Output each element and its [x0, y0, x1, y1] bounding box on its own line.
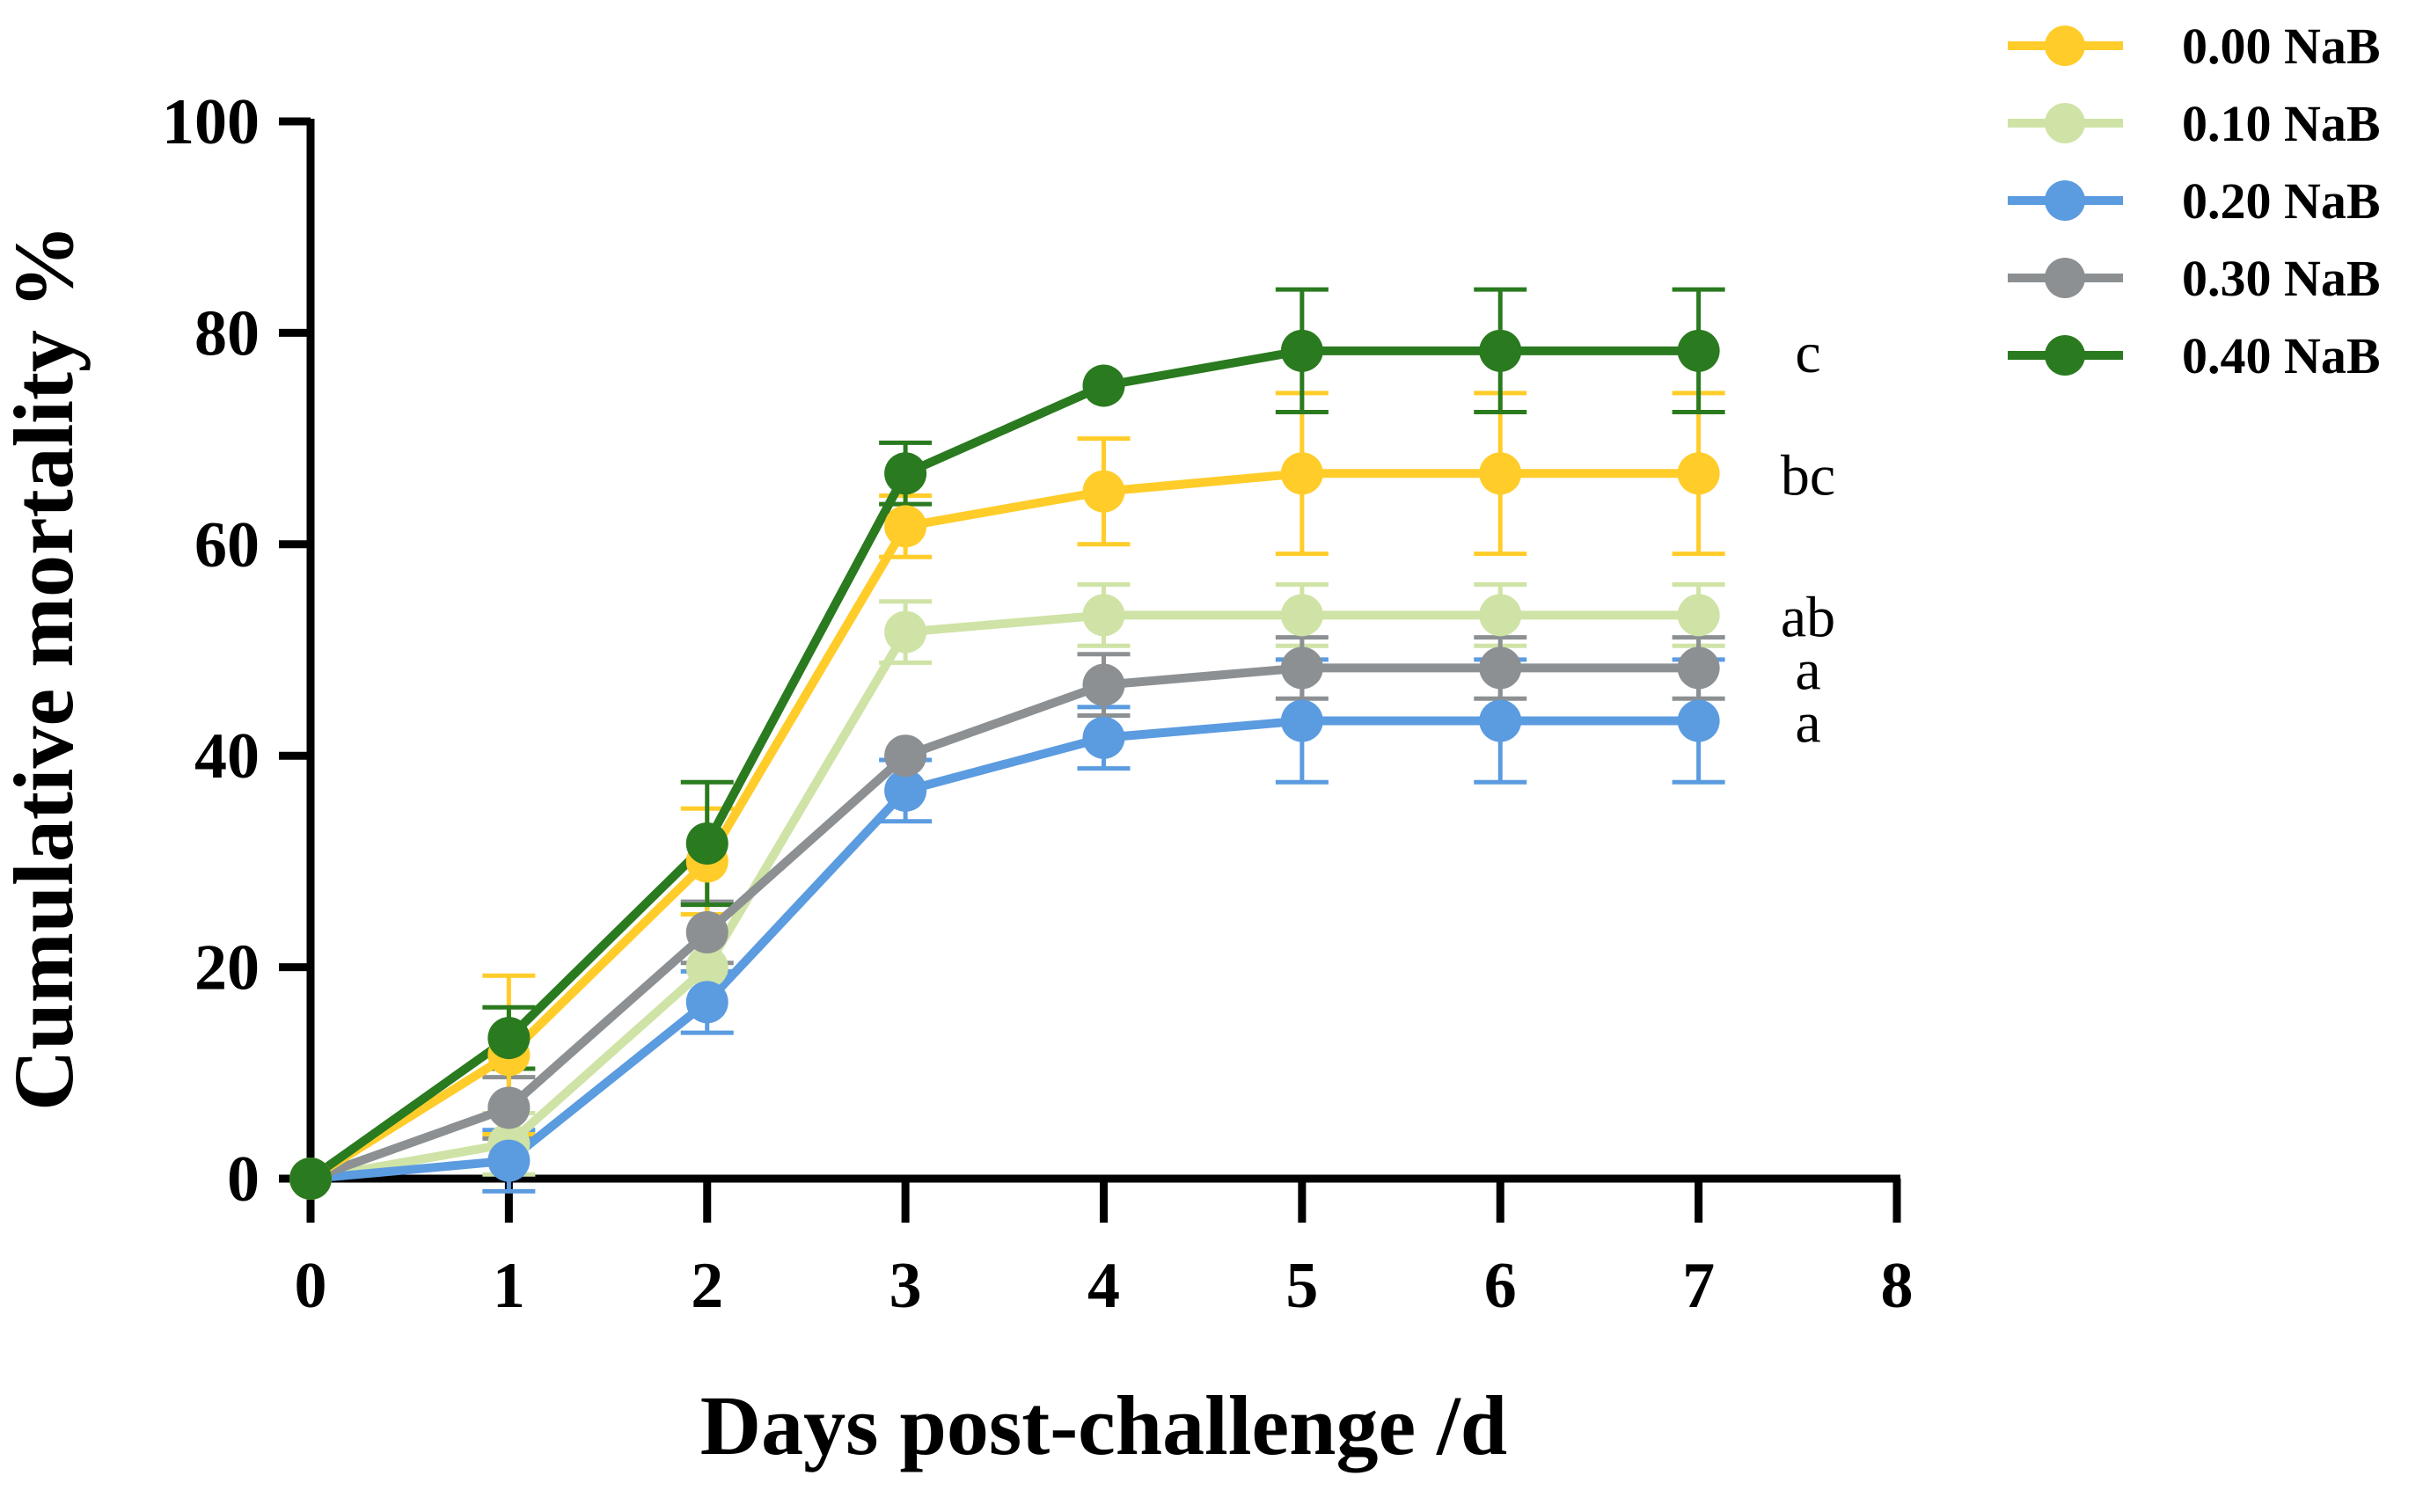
significance-label: ab — [1781, 585, 1835, 649]
y-tick-label: 100 — [162, 86, 260, 158]
series-line — [306, 346, 1703, 1183]
data-point — [1479, 646, 1522, 690]
data-point — [685, 910, 728, 953]
series-lines — [306, 346, 1703, 1183]
data-point — [1677, 329, 1720, 372]
data-point — [884, 505, 927, 548]
y-tick-label: 60 — [194, 509, 260, 581]
data-point — [1082, 470, 1125, 513]
significance-label: a — [1795, 691, 1820, 756]
significance-label: c — [1795, 321, 1820, 385]
data-point — [1280, 646, 1323, 690]
legend-label: 0.30 NaB — [2182, 250, 2381, 307]
series-points — [289, 329, 1720, 1200]
x-tick-label: 0 — [295, 1250, 327, 1322]
y-tick-label: 0 — [227, 1143, 260, 1216]
x-tick-label: 5 — [1285, 1250, 1318, 1322]
y-axis-title: Cumulative mortality % — [0, 224, 91, 1111]
data-point — [1082, 364, 1125, 407]
data-point — [1479, 699, 1522, 742]
data-point — [487, 1086, 531, 1129]
data-point — [1280, 452, 1323, 495]
x-tick-label: 2 — [691, 1250, 723, 1322]
series-line — [306, 610, 1703, 1183]
data-point — [289, 1158, 332, 1200]
legend-swatch-marker — [2045, 258, 2085, 298]
data-point — [1479, 329, 1522, 372]
legend-swatch-marker — [2045, 180, 2085, 221]
y-tick-label: 20 — [194, 932, 260, 1004]
x-axis-title: Days post-challenge /d — [700, 1378, 1507, 1472]
data-point — [685, 822, 728, 865]
data-point — [1280, 594, 1323, 637]
series-line — [306, 663, 1703, 1183]
data-point — [1082, 594, 1125, 637]
x-tick-label: 1 — [493, 1250, 525, 1322]
x-tick-label: 4 — [1087, 1250, 1120, 1322]
significance-label: a — [1795, 638, 1820, 702]
legend-label: 0.10 NaB — [2182, 95, 2381, 152]
x-tick-label: 7 — [1682, 1250, 1715, 1322]
y-tick-label: 40 — [194, 720, 260, 793]
data-point — [1677, 646, 1720, 690]
data-point — [1280, 329, 1323, 372]
axes: 0 20 40 60 80 100 0 1 2 3 4 5 6 7 8 Days post-challenge… — [0, 86, 1914, 1472]
data-point — [884, 452, 927, 495]
series-line — [306, 469, 1703, 1183]
data-point — [1677, 452, 1720, 495]
legend-label: 0.40 NaB — [2182, 327, 2381, 384]
data-point — [1082, 663, 1125, 706]
data-point — [685, 981, 728, 1024]
series-line — [306, 716, 1703, 1183]
data-point — [884, 734, 927, 778]
data-point — [487, 1139, 531, 1182]
x-tick-label: 3 — [889, 1250, 922, 1322]
legend-swatch-marker — [2045, 103, 2085, 143]
data-point — [685, 946, 728, 989]
data-point — [884, 769, 927, 812]
legend: 0.00 NaB 0.10 NaB 0.20 NaB 0.30 NaB 0.40 NaB — [2008, 18, 2381, 384]
legend-label: 0.20 NaB — [2182, 172, 2381, 230]
significance-label: bc — [1781, 443, 1835, 508]
y-tick-label: 80 — [194, 297, 260, 369]
x-tick-label: 8 — [1881, 1250, 1914, 1322]
legend-label: 0.00 NaB — [2182, 18, 2381, 75]
data-point — [1082, 716, 1125, 759]
x-tick-label: 6 — [1484, 1250, 1517, 1322]
legend-swatch-marker — [2045, 335, 2085, 376]
data-point — [1479, 594, 1522, 637]
data-point — [1479, 452, 1522, 495]
data-point — [487, 1017, 531, 1060]
data-point — [884, 610, 927, 654]
data-point — [1677, 594, 1720, 637]
data-point — [1280, 699, 1323, 742]
data-point — [1677, 699, 1720, 742]
legend-swatch-marker — [2045, 26, 2085, 66]
